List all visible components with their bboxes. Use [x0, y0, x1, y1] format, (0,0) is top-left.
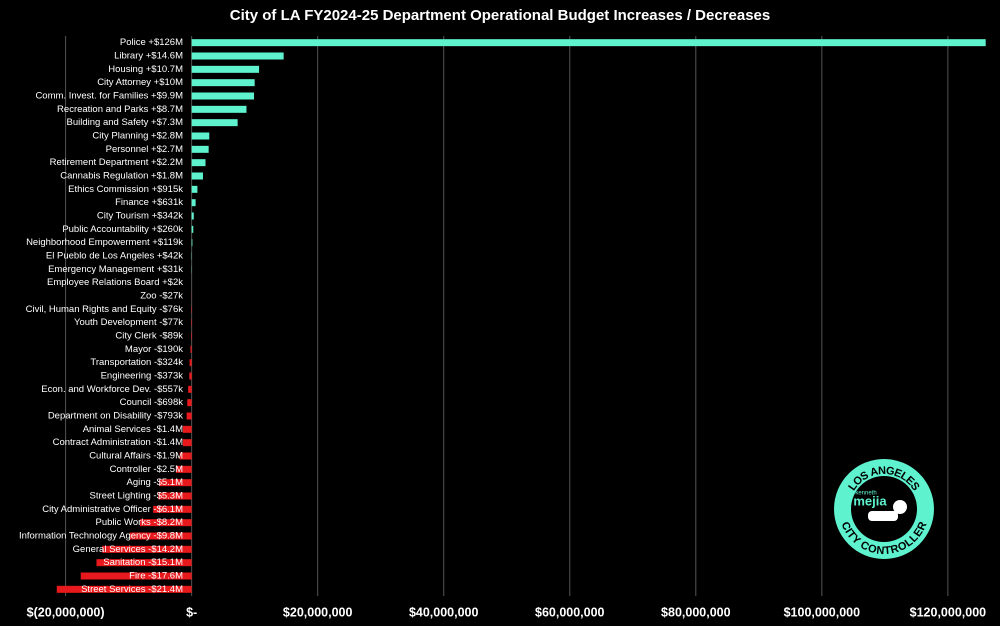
x-tick-label: $40,000,000: [409, 605, 479, 619]
y-tick-label: City Planning +$2.8M: [92, 131, 183, 142]
bar: [80, 572, 192, 580]
bar: [182, 425, 192, 433]
y-tick-label: Retirement Department +$2.2M: [50, 157, 183, 168]
x-tick-label: $-: [186, 605, 197, 619]
y-tick-label: Cannabis Regulation +$1.8M: [60, 171, 183, 182]
y-tick-label: Controller -$2.5M: [110, 464, 183, 475]
bar: [191, 132, 210, 140]
bar: [191, 159, 206, 167]
y-tick-label: Econ. and Workforce Dev. -$557k: [41, 384, 183, 395]
plot: $(20,000,000) $- $20,000,000 $40,000,000 $60…: [19, 36, 986, 619]
bar: [186, 412, 192, 420]
bar: [191, 105, 247, 113]
y-tick-label: Employee Relations Board +$2k: [47, 277, 183, 288]
x-tick-label: $120,000,000: [910, 605, 987, 619]
bar: [191, 199, 196, 207]
bar: [191, 65, 260, 73]
y-tick-label: El Pueblo de Los Angeles +$42k: [46, 251, 183, 262]
bar: [187, 399, 192, 407]
y-tick-label: City Attorney +$10M: [97, 77, 183, 88]
bar: [191, 119, 238, 127]
y-tick-label: Department on Disability -$793k: [48, 411, 183, 422]
y-tick-label: City Clerk -$89k: [115, 331, 183, 342]
bar: [102, 545, 192, 553]
y-tick-label: Contract Administration -$1.4M: [53, 437, 184, 448]
logo-dog: [868, 511, 898, 521]
y-tick-label: Recreation and Parks +$8.7M: [57, 104, 183, 115]
bar: [191, 239, 193, 247]
bar: [159, 479, 192, 487]
chart-title: City of LA FY2024-25 Department Operatio…: [230, 7, 770, 24]
logo-dog-head: [893, 500, 907, 514]
y-tick-label: Transportation -$324k: [90, 357, 183, 368]
y-tick-label: Youth Development -$77k: [74, 317, 183, 328]
logo: LOS ANGELES CITY CONTROLLER kenneth meji…: [834, 459, 934, 559]
y-tick-label: Finance +$631k: [115, 197, 183, 208]
bar: [191, 79, 255, 87]
bar: [189, 359, 192, 367]
y-tick-label: Civil, Human Rights and Equity -$76k: [26, 304, 184, 315]
bar: [188, 385, 192, 393]
y-tick-label: Sanitation -$15.1M: [103, 557, 183, 568]
bar: [158, 492, 192, 500]
bar: [139, 519, 192, 527]
bar: [189, 372, 192, 380]
y-tick-label: Comm. Invest. for Families +$9.9M: [35, 91, 183, 102]
y-tick-label: Public Accountability +$260k: [62, 224, 183, 235]
bar: [175, 465, 192, 473]
y-tick-label: City Administrative Officer -$6.1M: [42, 504, 183, 515]
bar: [96, 559, 192, 567]
bar: [191, 52, 284, 60]
x-tick-label: $20,000,000: [283, 605, 353, 619]
bar: [56, 585, 192, 593]
y-tick-label: Animal Services -$1.4M: [83, 424, 183, 435]
y-tick-label: Library +$14.6M: [114, 51, 183, 62]
bar: [182, 439, 192, 447]
bar: [179, 452, 192, 460]
logo-center: [851, 476, 917, 542]
bar: [191, 172, 203, 180]
y-tick-label: Zoo -$27k: [140, 291, 183, 302]
bar: [153, 505, 192, 513]
bar: [191, 332, 192, 340]
y-tick-label: Neighborhood Empowerment +$119k: [26, 237, 183, 248]
y-tick-label: Housing +$10.7M: [108, 64, 183, 75]
y-tick-label: City Tourism +$342k: [97, 211, 183, 222]
logo-name: mejia: [853, 493, 887, 508]
y-tick-label: Aging -$5.1M: [126, 477, 183, 488]
y-tick-label: General Services -$14.2M: [73, 544, 183, 555]
x-tick-label: $100,000,000: [784, 605, 861, 619]
y-tick-label: Public Works -$8.2M: [96, 517, 184, 528]
bar: [190, 345, 192, 353]
y-tick-label: Street Services -$21.4M: [81, 584, 183, 595]
y-tick-label: Mayor -$190k: [125, 344, 183, 355]
bar: [129, 532, 192, 540]
bar: [191, 145, 209, 153]
x-tick-label: $60,000,000: [535, 605, 605, 619]
y-tick-label: Information Technology Agency -$9.8M: [19, 531, 183, 542]
y-tick-label: Personnel +$2.7M: [106, 144, 183, 155]
y-tick-label: Council -$698k: [120, 397, 184, 408]
y-tick-label: Ethics Commission +$915k: [68, 184, 183, 195]
x-tick-label: $(20,000,000): [27, 605, 105, 619]
y-tick-label: Building and Safety +$7.3M: [67, 117, 184, 128]
y-tick-label: Police +$126M: [120, 37, 183, 48]
y-tick-label: Emergency Management +$31k: [48, 264, 183, 275]
bar: [191, 225, 194, 233]
y-tick-label: Engineering -$373k: [101, 371, 184, 382]
y-tick-label: Cultural Affairs -$1.9M: [89, 451, 183, 462]
bar: [191, 212, 194, 220]
y-tick-label: Street Lighting -$5.3M: [90, 491, 184, 502]
logo-first-name: kenneth: [855, 491, 876, 497]
y-tick-label: Fire -$17.6M: [129, 571, 183, 582]
x-tick-label: $80,000,000: [661, 605, 731, 619]
bar: [191, 92, 255, 100]
bar: [191, 39, 986, 47]
bar: [191, 185, 198, 193]
